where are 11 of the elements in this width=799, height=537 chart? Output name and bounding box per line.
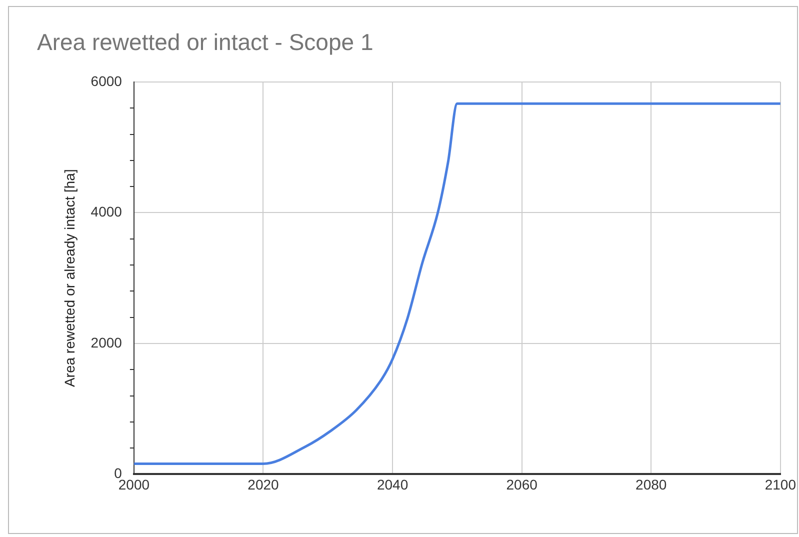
x-tick-label: 2060 — [506, 476, 538, 492]
y-tick-label: 6000 — [90, 72, 122, 89]
y-axis-title: Area rewetted or already intact [ha] — [61, 169, 78, 388]
chart-title: Area rewetted or intact - Scope 1 — [37, 29, 374, 56]
x-tick-label: 2100 — [764, 476, 796, 492]
x-tick-label: 2020 — [248, 476, 280, 492]
x-tick-label: 2080 — [636, 476, 667, 492]
line-series — [134, 102, 780, 465]
y-tick-label: 4000 — [90, 204, 122, 220]
x-tick-label: 2040 — [376, 476, 408, 492]
y-tick-label: 2000 — [90, 334, 122, 350]
